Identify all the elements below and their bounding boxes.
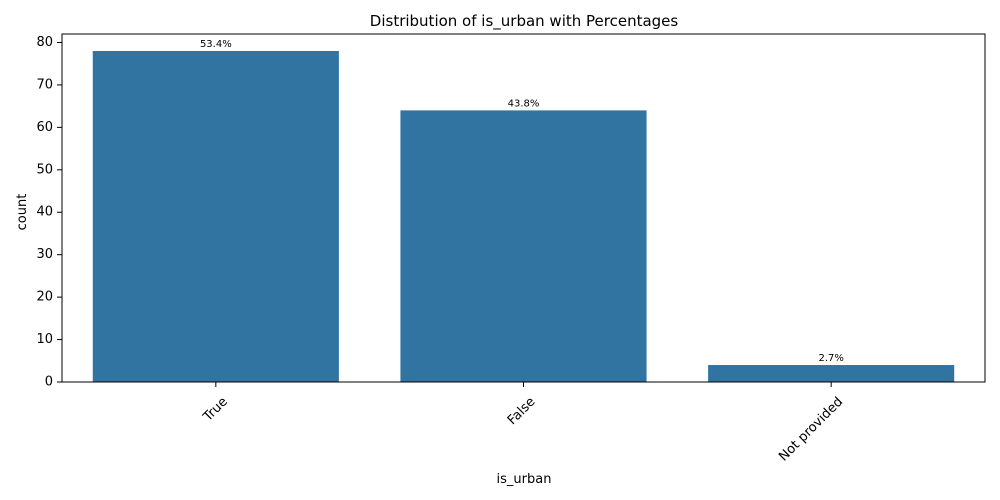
x-tick-label: False [505, 394, 539, 428]
chart-title: Distribution of is_urban with Percentage… [370, 12, 679, 31]
y-tick-label: 30 [36, 247, 53, 262]
y-tick-label: 70 [36, 77, 53, 92]
y-tick-label: 0 [45, 375, 53, 390]
y-tick-label: 50 [36, 162, 53, 177]
x-tick-label: True [200, 394, 231, 425]
bars-group [92, 50, 955, 382]
y-axis-ticks: 0 10 20 30 40 50 60 70 80 [36, 35, 62, 390]
y-tick-label: 60 [36, 120, 53, 135]
bar-true [92, 50, 339, 382]
y-axis-label: count [15, 194, 30, 231]
y-tick-label: 20 [36, 290, 53, 305]
x-axis-label: is_urban [497, 472, 552, 487]
data-label: 43.8% [508, 98, 540, 109]
y-tick-label: 80 [36, 35, 53, 50]
data-labels-group: 53.4% 43.8% 2.7% [200, 39, 844, 364]
bar-not-provided [708, 365, 955, 382]
bar-false [400, 110, 647, 382]
data-label: 2.7% [818, 353, 843, 364]
data-label: 53.4% [200, 39, 232, 50]
y-tick-label: 10 [36, 332, 53, 347]
y-tick-label: 40 [36, 205, 53, 220]
x-axis-ticks: True False Not provided [200, 382, 846, 464]
x-tick-label: Not provided [776, 394, 846, 464]
